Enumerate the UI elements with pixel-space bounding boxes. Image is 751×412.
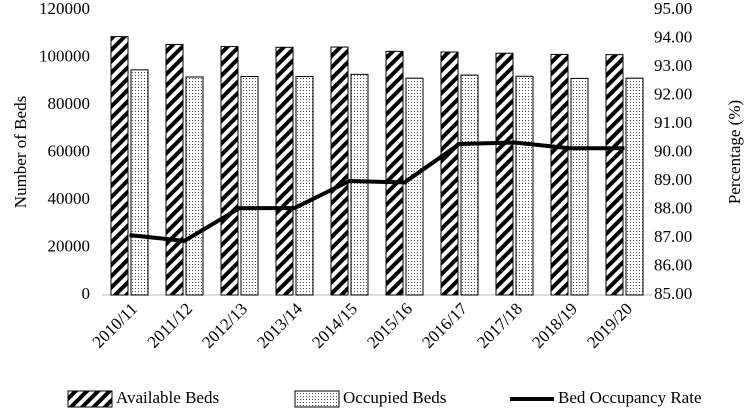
x-tick-label: 2016/17 — [418, 299, 471, 352]
legend-label: Available Beds — [116, 388, 219, 407]
y2-tick-label: 94.00 — [654, 27, 692, 46]
bar — [440, 51, 459, 296]
y2-tick-label: 92.00 — [654, 84, 692, 103]
y-axis-title: Number of Beds — [11, 96, 30, 208]
legend-swatch — [294, 390, 340, 408]
x-tick-label: 2015/16 — [363, 299, 416, 352]
y-tick-label: 20000 — [48, 236, 91, 255]
y2-tick-label: 90.00 — [654, 141, 692, 160]
bar — [550, 53, 569, 296]
legend-swatch — [67, 390, 113, 408]
bar — [330, 46, 349, 296]
bar — [295, 76, 314, 296]
bar — [220, 46, 239, 296]
bar — [460, 74, 479, 296]
x-tick-label: 2013/14 — [253, 299, 306, 352]
x-tick-label: 2011/12 — [144, 299, 196, 351]
y-tick-label: 100000 — [39, 46, 90, 65]
legend-label: Bed Occupancy Rate — [558, 388, 702, 407]
x-tick-label: 2019/20 — [583, 299, 636, 352]
y2-tick-label: 88.00 — [654, 198, 692, 217]
bar — [605, 54, 624, 296]
bar — [130, 69, 149, 296]
x-tick-label: 2014/15 — [308, 299, 361, 352]
x-tick-label: 2018/19 — [528, 299, 581, 352]
y-tick-label: 120000 — [39, 0, 90, 18]
legend-label: Occupied Beds — [343, 388, 446, 407]
bar — [515, 75, 534, 296]
y2-tick-label: 85.00 — [654, 284, 692, 303]
x-tick-label: 2010/11 — [89, 299, 141, 351]
y2-tick-label: 86.00 — [654, 255, 692, 274]
bar — [185, 76, 204, 296]
y2-tick-label: 91.00 — [654, 113, 692, 132]
bar — [110, 36, 129, 296]
y-tick-label: 80000 — [48, 94, 91, 113]
bar — [385, 50, 404, 296]
y2-axis-title: Percentage (%) — [725, 100, 744, 204]
y-tick-label: 60000 — [48, 141, 91, 160]
bar — [275, 46, 294, 296]
x-tick-label: 2017/18 — [473, 299, 526, 352]
bar — [240, 76, 259, 296]
bar — [350, 73, 369, 296]
y-tick-label: 40000 — [48, 189, 91, 208]
bar — [570, 77, 589, 296]
x-tick-label: 2012/13 — [198, 299, 251, 352]
bar — [495, 52, 514, 296]
y2-tick-label: 87.00 — [654, 227, 692, 246]
bar — [165, 43, 184, 296]
y-tick-label: 0 — [82, 284, 91, 303]
bar — [405, 77, 424, 296]
y2-tick-label: 95.00 — [654, 0, 692, 18]
bar — [625, 77, 644, 296]
y2-tick-label: 93.00 — [654, 56, 692, 75]
line — [129, 140, 625, 243]
y2-tick-label: 89.00 — [654, 170, 692, 189]
